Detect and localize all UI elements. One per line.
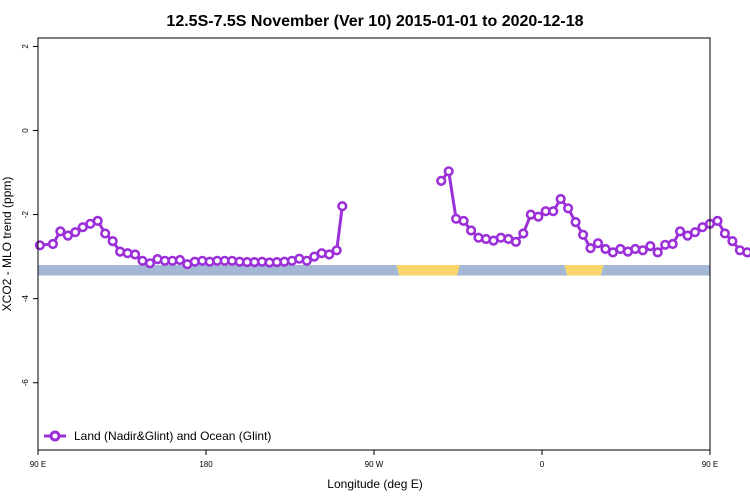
x-tick-label: 180 [199,460,213,469]
y-tick-label: -6 [21,379,30,387]
data-point [533,211,544,222]
data-point [555,193,566,205]
data-point [107,236,118,247]
plot-frame [37,37,711,451]
y-tick-label: 0 [21,128,30,133]
data-point [742,247,750,258]
data-point [443,166,454,177]
x-tick-label: 90 W [365,460,384,469]
data-point [592,238,604,249]
data-point [337,201,348,212]
data-point [667,238,678,250]
x-axis: 90 E 180 90 W 0 90 E [30,450,718,469]
data-point [562,203,574,214]
series-line [440,167,750,255]
data-point [100,228,111,239]
data-point [719,228,731,239]
landmask-band [38,265,710,276]
data-point [174,254,185,266]
data-point [548,206,559,217]
data-point [436,175,447,186]
data-point [331,245,342,256]
data-point [144,258,156,269]
ocean-band [38,265,710,276]
legend-label: Land (Nadir&Glint) and Ocean (Glint) [74,429,271,443]
y-tick-label: -2 [21,210,30,218]
data-point [55,226,66,237]
data-point [70,227,81,238]
data-point [570,217,581,228]
data-point [518,228,529,239]
series-layer [34,166,750,270]
data-point [674,226,686,237]
data-point [577,229,589,240]
x-tick-label: 0 [540,460,545,469]
data-point [637,245,648,256]
x-tick-label: 90 E [30,460,46,469]
data-point [301,255,312,266]
x-axis-label: Longitude (deg E) [327,477,422,491]
data-point [689,227,701,238]
data-point [130,249,141,260]
data-point [652,247,663,258]
y-axis: 2 0 -2 -4 -6 [21,44,38,387]
data-point [34,240,46,251]
land-patch [396,265,460,276]
data-point [510,236,522,247]
data-point [645,241,656,252]
land-patch [564,265,604,276]
chart-title: 12.5S-7.5S November (Ver 10) 2015-01-01 … [166,13,583,30]
data-point [47,238,59,250]
x-tick-label: 90 E [702,460,718,469]
y-tick-label: -4 [21,295,30,303]
y-axis-label: XCO2 - MLO trend (ppm) [0,177,14,312]
y-tick-label: 2 [21,44,30,49]
data-point [712,215,723,226]
data-point [458,215,469,226]
legend-marker-swatch [49,430,61,442]
data-point [727,236,738,247]
data-point [466,225,477,236]
legend: Land (Nadir&Glint) and Ocean (Glint) [44,429,271,443]
plot-area [34,37,750,451]
data-point [324,249,335,260]
data-point [585,243,596,254]
data-point [92,215,103,226]
